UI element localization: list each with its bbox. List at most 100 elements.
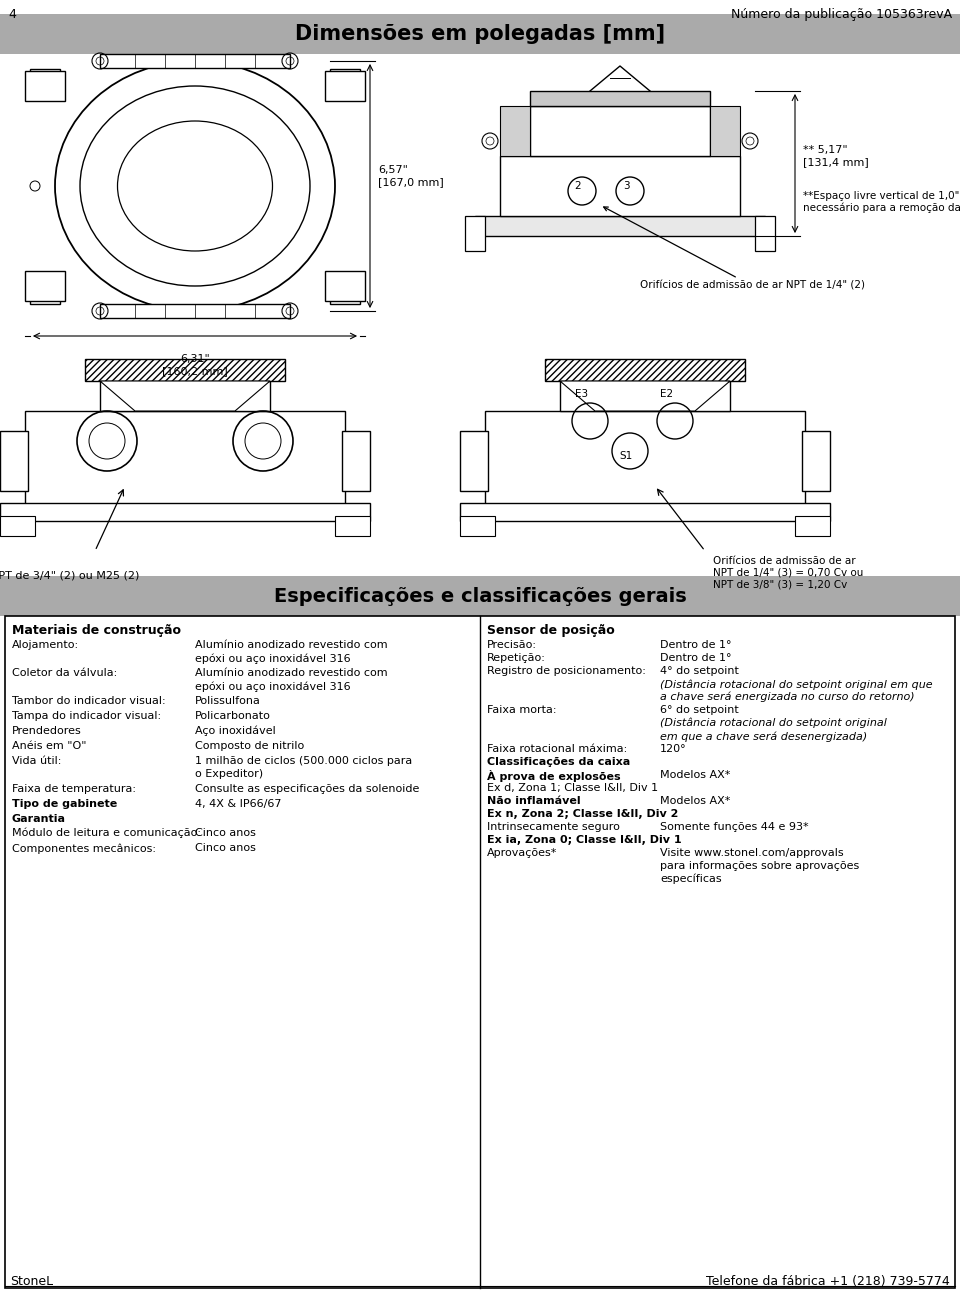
Text: Tipo de gabinete: Tipo de gabinete [12,799,117,809]
Text: Anéis em "O": Anéis em "O" [12,741,86,751]
Text: 2: 2 [575,182,582,191]
Text: Coletor da válvula:: Coletor da válvula: [12,669,117,678]
Text: Dentro de 1°: Dentro de 1° [660,653,732,663]
Bar [85,359,285,382]
Text: Faixa morta:: Faixa morta: [487,705,557,715]
Text: 4, 4X & IP66/67: 4, 4X & IP66/67 [195,799,281,809]
Bar [755,216,775,251]
Text: StoneL: StoneL [10,1275,53,1288]
Text: Repetição:: Repetição: [487,653,546,663]
Text: 4° do setpoint: 4° do setpoint [660,666,739,676]
Bar [330,292,360,304]
Text: Aço inoxidável: Aço inoxidável [195,726,276,737]
Text: epóxi ou aço inoxidável 316: epóxi ou aço inoxidável 316 [195,680,350,691]
Bar [560,382,730,411]
Bar [5,616,955,1288]
Text: Cinco anos: Cinco anos [195,844,256,853]
Text: Componentes mecânicos:: Componentes mecânicos: [12,844,156,854]
Text: Aprovações*: Aprovações* [487,848,558,858]
Bar [0,576,960,616]
Text: Consulte as especificações da solenoide: Consulte as especificações da solenoide [195,784,420,794]
Text: Vida útil:: Vida útil: [12,755,61,766]
Bar [465,216,485,251]
Bar [25,411,345,505]
Text: Alumínio anodizado revestido com: Alumínio anodizado revestido com [195,669,388,678]
Text: Número da publicação 105363revA: Número da publicação 105363revA [731,8,952,21]
Text: Faixa de temperatura:: Faixa de temperatura: [12,784,136,794]
Bar [325,271,365,301]
Bar [0,14,960,54]
Bar [100,54,290,68]
Text: Ex n, Zona 2; Classe I&II, Div 2: Ex n, Zona 2; Classe I&II, Div 2 [487,809,679,819]
Bar [545,359,745,382]
Text: Policarbonato: Policarbonato [195,711,271,721]
Text: À prova de explosões: À prova de explosões [487,770,620,782]
Text: Ex d, Zona 1; Classe I&II, Div 1: Ex d, Zona 1; Classe I&II, Div 1 [487,783,659,794]
Bar [330,68,360,82]
Text: S1: S1 [619,451,633,461]
Bar [0,503,370,521]
Bar [25,71,65,101]
Bar [342,432,370,491]
Text: 4: 4 [8,8,16,21]
Text: Sensor de posição: Sensor de posição [487,624,614,637]
Text: 6,57"
[167,0 mm]: 6,57" [167,0 mm] [378,166,444,187]
Text: Modelos AX*: Modelos AX* [660,796,731,805]
Bar [475,216,765,236]
Text: E2: E2 [660,390,674,399]
Text: 6° do setpoint: 6° do setpoint [660,705,739,715]
Text: E3: E3 [575,390,588,399]
Text: Tampa do indicador visual:: Tampa do indicador visual: [12,711,161,721]
Text: (Distância rotacional do setpoint original: (Distância rotacional do setpoint origin… [660,719,887,729]
Text: Polissulfona: Polissulfona [195,696,261,705]
Text: específicas: específicas [660,874,722,884]
Text: Registro de posicionamento:: Registro de posicionamento: [487,666,646,676]
Bar [460,432,488,491]
Text: Alojamento:: Alojamento: [12,640,79,650]
Text: Intrinsecamente seguro: Intrinsecamente seguro [487,822,620,832]
Text: Composto de nitrilo: Composto de nitrilo [195,741,304,751]
Text: 6,31"
[160,2 mm]: 6,31" [160,2 mm] [162,354,228,375]
Polygon shape [500,107,530,157]
Text: 3: 3 [623,182,630,191]
Polygon shape [100,382,270,411]
Bar [30,68,60,82]
Bar [325,71,365,101]
Text: Tambor do indicador visual:: Tambor do indicador visual: [12,696,166,705]
Text: Orifícios de admissão de ar
NPT de 1/4" (3) = 0,70 Cv ou
NPT de 3/8" (3) = 1,20 : Orifícios de admissão de ar NPT de 1/4" … [713,555,863,590]
Text: 1 milhão de ciclos (500.000 ciclos para: 1 milhão de ciclos (500.000 ciclos para [195,755,412,766]
Bar [530,91,710,107]
Text: Materiais de construção: Materiais de construção [12,624,181,637]
Polygon shape [710,107,740,157]
Text: Especificações e classificações gerais: Especificações e classificações gerais [274,587,686,605]
Text: a chave será energizada no curso do retorno): a chave será energizada no curso do reto… [660,692,915,703]
Text: Precisão:: Precisão: [487,640,537,650]
Text: Visite www.stonel.com/approvals: Visite www.stonel.com/approvals [660,848,844,858]
Text: Orifícios de admissão de ar NPT de 1/4" (2): Orifícios de admissão de ar NPT de 1/4" … [604,207,865,291]
Bar [500,157,740,216]
Bar [335,516,370,536]
Text: (Distância rotacional do setpoint original em que: (Distância rotacional do setpoint origin… [660,679,932,690]
Bar [460,503,830,521]
Bar [100,304,290,318]
Text: o Expeditor): o Expeditor) [195,769,263,779]
Text: Dentro de 1°: Dentro de 1° [660,640,732,650]
Text: Faixa rotacional máxima:: Faixa rotacional máxima: [487,744,627,754]
Bar [802,432,830,491]
Text: Prendedores: Prendedores [12,726,82,736]
Text: NPT de 3/4" (2) ou M25 (2): NPT de 3/4" (2) ou M25 (2) [0,571,139,580]
Text: **Espaço livre vertical de 1,0" [25 mm]
necessário para a remoção da tampa: **Espaço livre vertical de 1,0" [25 mm] … [803,191,960,213]
Bar [0,516,35,536]
Text: Modelos AX*: Modelos AX* [660,770,731,780]
Text: Garantia: Garantia [12,815,66,824]
Text: Não inflamável: Não inflamável [487,796,581,805]
Bar [530,107,710,157]
Text: Dimensões em polegadas [mm]: Dimensões em polegadas [mm] [295,24,665,43]
Bar [30,292,60,304]
Text: em que a chave será desenergizada): em que a chave será desenergizada) [660,730,867,741]
Text: Somente funções 44 e 93*: Somente funções 44 e 93* [660,822,808,832]
Text: para informações sobre aprovações: para informações sobre aprovações [660,861,859,871]
Bar [485,411,805,505]
Text: Alumínio anodizado revestido com: Alumínio anodizado revestido com [195,640,388,650]
Bar [460,516,495,536]
